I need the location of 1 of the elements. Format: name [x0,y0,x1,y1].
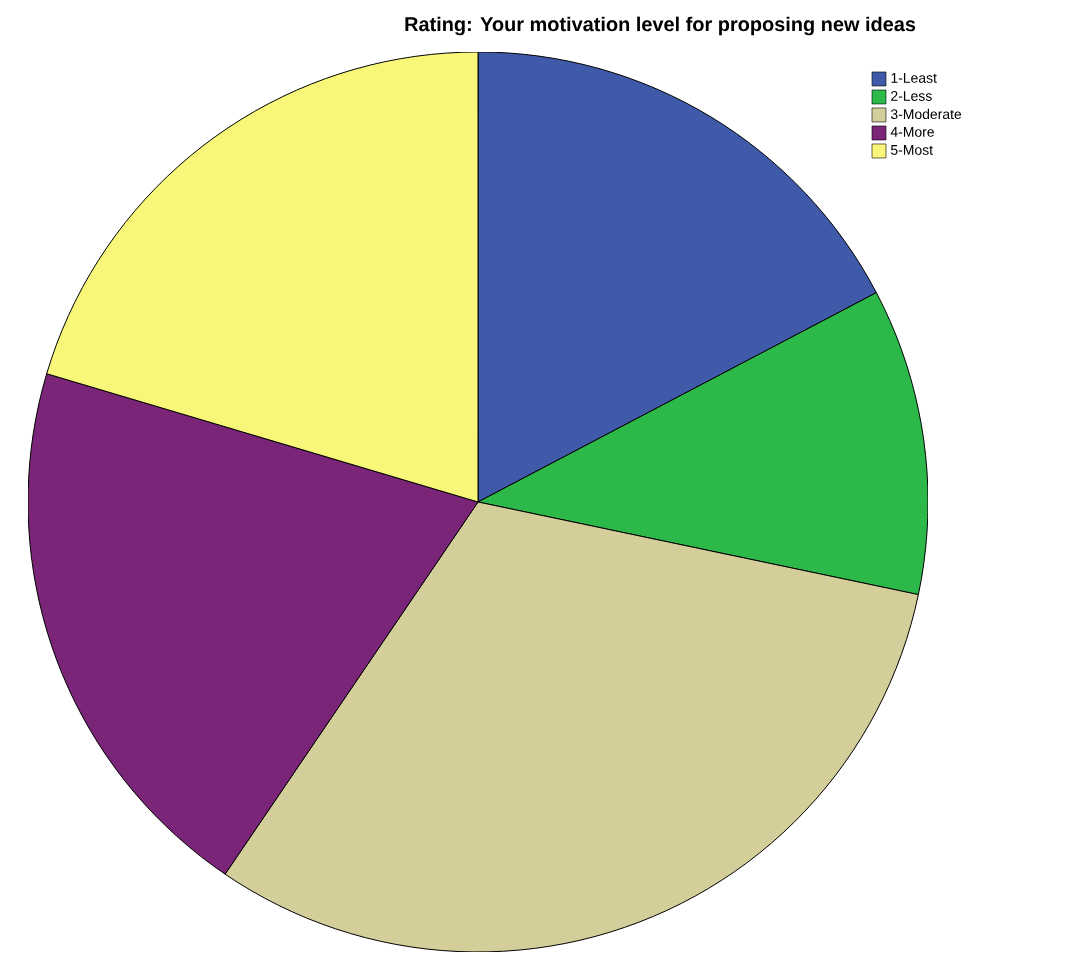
chart-title: Rating: Your motivation level for proposing new ideas [405,16,916,36]
